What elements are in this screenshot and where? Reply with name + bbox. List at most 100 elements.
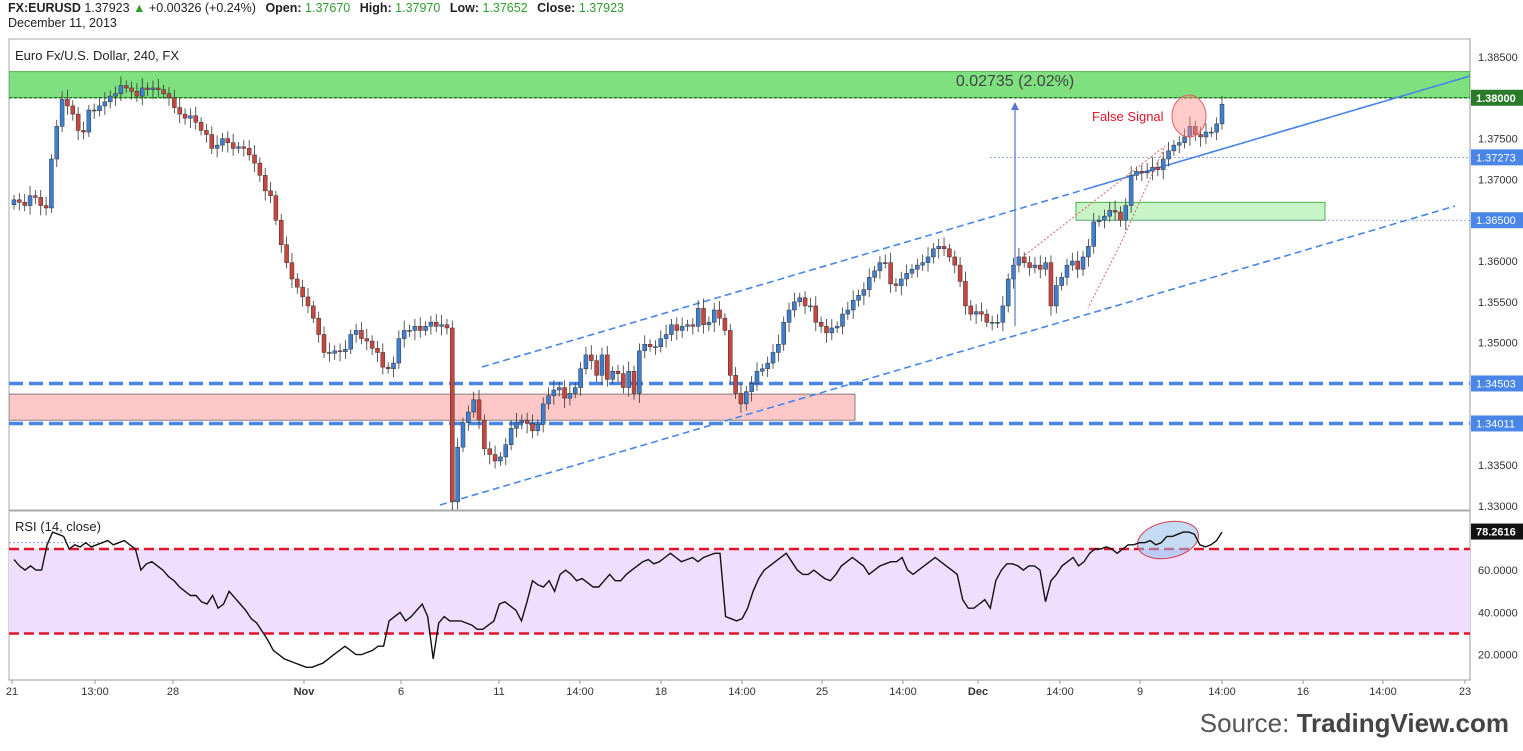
candle-body <box>631 370 637 394</box>
candle-body <box>428 322 434 327</box>
candle-body <box>605 354 610 380</box>
candle-body <box>738 393 744 405</box>
candle-body <box>984 313 990 323</box>
candle-body <box>653 346 658 348</box>
close-label: Close: <box>537 1 576 15</box>
candle-body <box>733 375 738 394</box>
rsi-tick-label: 60.0000 <box>1478 565 1518 577</box>
candle-body <box>1128 175 1134 206</box>
candle-body <box>172 97 177 108</box>
candle-body <box>925 256 931 263</box>
candle-body <box>75 113 81 131</box>
candle-body <box>353 330 359 335</box>
candle-body <box>1198 134 1203 138</box>
candle-body <box>968 305 974 315</box>
candle-body <box>140 87 145 97</box>
candle-body <box>626 370 631 388</box>
candle-body <box>129 87 134 92</box>
measure-arrow-icon <box>1011 102 1019 110</box>
main-pane[interactable] <box>8 38 1471 511</box>
candle-body <box>872 270 877 278</box>
candle-body <box>182 113 188 119</box>
rsi-value-label: 78.2616 <box>1476 527 1516 539</box>
rsi-value-badge <box>1471 523 1523 540</box>
candle-body <box>327 352 332 354</box>
candle-body <box>808 305 813 308</box>
candle-body <box>1176 142 1182 146</box>
candle-body <box>829 327 835 334</box>
candle-body <box>915 264 920 270</box>
candle-body <box>230 142 236 149</box>
candle-body <box>663 334 669 339</box>
candle-body <box>257 162 263 176</box>
candle-body <box>717 309 722 319</box>
rsi-title: RSI (14, close) <box>15 519 101 534</box>
price-tick-label: 1.35500 <box>1478 297 1518 309</box>
candle-body <box>909 268 915 274</box>
close-value: 1.37923 <box>578 1 625 15</box>
price-level-label: 1.34011 <box>1476 418 1515 430</box>
price-level-badge <box>1471 415 1523 432</box>
candle-body <box>38 197 43 206</box>
candle-body <box>947 248 952 258</box>
candle-body <box>225 138 231 143</box>
time-tick-label: 18 <box>655 686 667 698</box>
candle-body <box>685 324 690 327</box>
candle-body <box>1059 277 1064 286</box>
candle-body <box>487 448 492 455</box>
candle-body <box>1096 219 1102 223</box>
candle-body <box>989 322 995 324</box>
candle-body <box>770 352 776 364</box>
candle-body <box>471 399 476 413</box>
source-brand: TradingView.com <box>1296 708 1509 738</box>
candle-body <box>434 322 439 327</box>
candle-body <box>343 348 348 352</box>
source-credit: Source: TradingView.com <box>1200 708 1509 739</box>
false-signal-bubble <box>1171 94 1207 138</box>
candle-body <box>113 93 118 97</box>
candle-body <box>690 324 696 327</box>
candle-body <box>706 322 712 325</box>
candle-body <box>43 205 49 209</box>
candle-body <box>722 317 728 331</box>
candle-body <box>150 87 156 90</box>
rsi-band <box>9 549 1470 634</box>
candle-body <box>642 344 647 352</box>
price-level-badge <box>1471 375 1523 392</box>
time-tick-label: 21 <box>6 686 18 698</box>
candle-body <box>610 370 615 380</box>
candle-body <box>1182 136 1187 143</box>
last-price: 1.37923 <box>84 1 130 15</box>
candle-body <box>508 428 514 445</box>
candle-body <box>583 354 589 370</box>
candle-body <box>476 399 482 421</box>
main-chart-title: Euro Fx/U.S. Dollar, 240, FX <box>15 48 179 63</box>
candle-body <box>1139 170 1145 174</box>
candle-body <box>1155 166 1161 170</box>
candle-body <box>332 350 337 354</box>
candle-body <box>861 289 867 296</box>
candle-body <box>941 246 947 250</box>
candle-body <box>1219 104 1225 125</box>
candle-body <box>824 326 829 334</box>
price-level-label: 1.36500 <box>1476 215 1516 227</box>
candle-body <box>904 273 909 280</box>
candle-body <box>391 362 396 370</box>
candle-body <box>375 348 380 353</box>
candle-body <box>482 419 487 450</box>
candle-body <box>289 262 295 280</box>
candle-body <box>209 134 215 149</box>
candle-body <box>1064 264 1070 278</box>
candle-body <box>54 126 60 160</box>
candle-body <box>11 199 17 205</box>
candle-body <box>279 219 284 245</box>
price-tick-label: 1.37500 <box>1478 134 1518 146</box>
candle-body <box>177 107 182 115</box>
candle-body <box>615 370 621 374</box>
time-tick-label: 11 <box>493 686 504 698</box>
candle-body <box>316 317 321 335</box>
candle-body <box>1209 131 1214 134</box>
candle-body <box>348 334 353 350</box>
price-tick-label: 1.36000 <box>1478 256 1518 268</box>
